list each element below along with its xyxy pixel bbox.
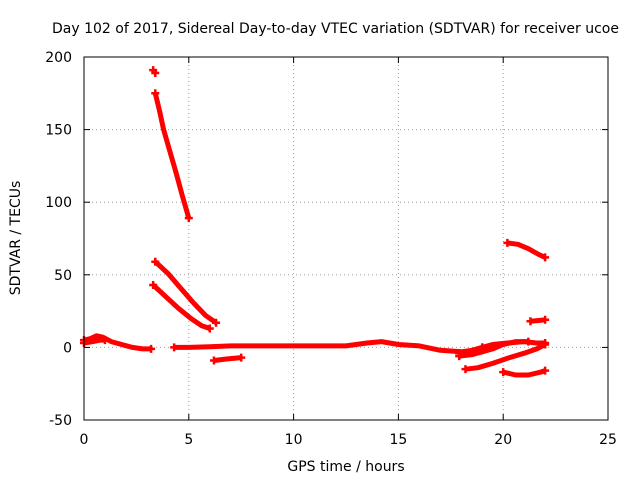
y-tick-label: -50 [49, 413, 72, 429]
chart-title: Day 102 of 2017, Sidereal Day-to-day VTE… [52, 21, 619, 37]
x-tick-label: 10 [285, 432, 303, 448]
point-marker [205, 324, 214, 333]
point-marker [212, 318, 221, 327]
point-marker [461, 365, 470, 374]
series-arc-08 [213, 355, 242, 363]
point-marker [170, 343, 179, 352]
point-marker [184, 214, 193, 223]
point-marker [151, 68, 160, 77]
x-tick-label: 20 [494, 432, 512, 448]
x-axis-label: GPS time / hours [287, 459, 404, 475]
point-marker [503, 238, 512, 247]
series-arc-12 [465, 342, 547, 372]
point-marker [541, 366, 550, 375]
grid [84, 57, 608, 420]
x-tick-label: 5 [184, 432, 193, 448]
x-tick-label: 15 [389, 432, 407, 448]
point-marker [541, 340, 550, 349]
y-tick-label: 0 [63, 340, 72, 356]
series-arc-04 [151, 283, 211, 331]
y-tick-label: 150 [45, 123, 72, 139]
series-arc-14 [507, 240, 547, 260]
point-marker [478, 346, 487, 355]
series-arc-07 [174, 339, 483, 355]
x-tick-label: 0 [80, 432, 89, 448]
y-tick-label: 50 [54, 268, 72, 284]
point-marker [541, 253, 550, 262]
point-marker [237, 353, 246, 362]
point-marker [526, 317, 535, 326]
x-tick-label: 25 [599, 432, 617, 448]
point-marker [149, 280, 158, 289]
y-axis-label: SDTVAR / TECUs [8, 181, 24, 296]
point-marker [541, 315, 550, 324]
y-tick-label: 200 [45, 50, 72, 66]
y-tick-label: 100 [45, 195, 72, 211]
point-marker [499, 368, 508, 377]
axis-ticks: 0 5 10 15 20 25 -50 0 50 100 150 200 [45, 50, 617, 448]
series-arc-03 [153, 259, 218, 325]
series-arc-05 [83, 333, 152, 352]
series-arc-02 [152, 92, 192, 219]
series-layer [80, 66, 550, 378]
point-marker [147, 344, 156, 353]
series-arc-13 [502, 368, 546, 378]
plot-frame [83, 56, 609, 421]
point-marker [455, 349, 464, 358]
point-marker [151, 89, 160, 98]
series-arc-10 [458, 339, 529, 359]
point-marker [100, 336, 109, 345]
point-marker [209, 356, 218, 365]
point-marker [524, 337, 533, 346]
point-marker [151, 257, 160, 266]
